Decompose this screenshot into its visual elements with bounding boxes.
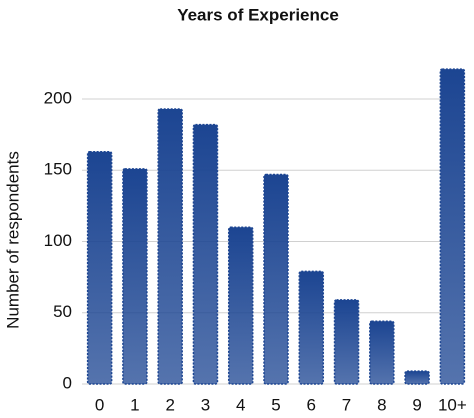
y-axis-label: Number of respondents — [3, 151, 22, 329]
bar — [439, 68, 466, 385]
bar — [263, 173, 289, 385]
y-tick-label: 200 — [44, 88, 72, 107]
x-tick-label: 9 — [412, 395, 421, 414]
x-tick-label: 0 — [95, 395, 104, 414]
chart-title: Years of Experience — [177, 5, 339, 24]
x-tick-label: 3 — [201, 395, 210, 414]
bar — [298, 270, 325, 385]
bar — [404, 370, 430, 385]
x-tick-label: 6 — [307, 395, 316, 414]
y-tick-label: 100 — [44, 231, 72, 250]
y-tick-label: 50 — [53, 302, 72, 321]
bar — [333, 299, 360, 385]
bar — [86, 150, 113, 385]
x-tick-label: 4 — [236, 395, 245, 414]
x-tick-label: 5 — [271, 395, 280, 414]
bar — [192, 123, 219, 385]
bar — [157, 108, 183, 385]
bar — [122, 168, 148, 385]
x-tick-label: 7 — [342, 395, 351, 414]
x-tick-label: 1 — [130, 395, 139, 414]
y-tick-label: 0 — [63, 373, 72, 392]
x-tick-label: 8 — [377, 395, 386, 414]
y-tick-label: 150 — [44, 160, 72, 179]
bar — [227, 226, 254, 385]
x-tick-label: 2 — [165, 395, 174, 414]
bar — [369, 320, 395, 385]
x-tick-label: 10+ — [438, 395, 467, 414]
